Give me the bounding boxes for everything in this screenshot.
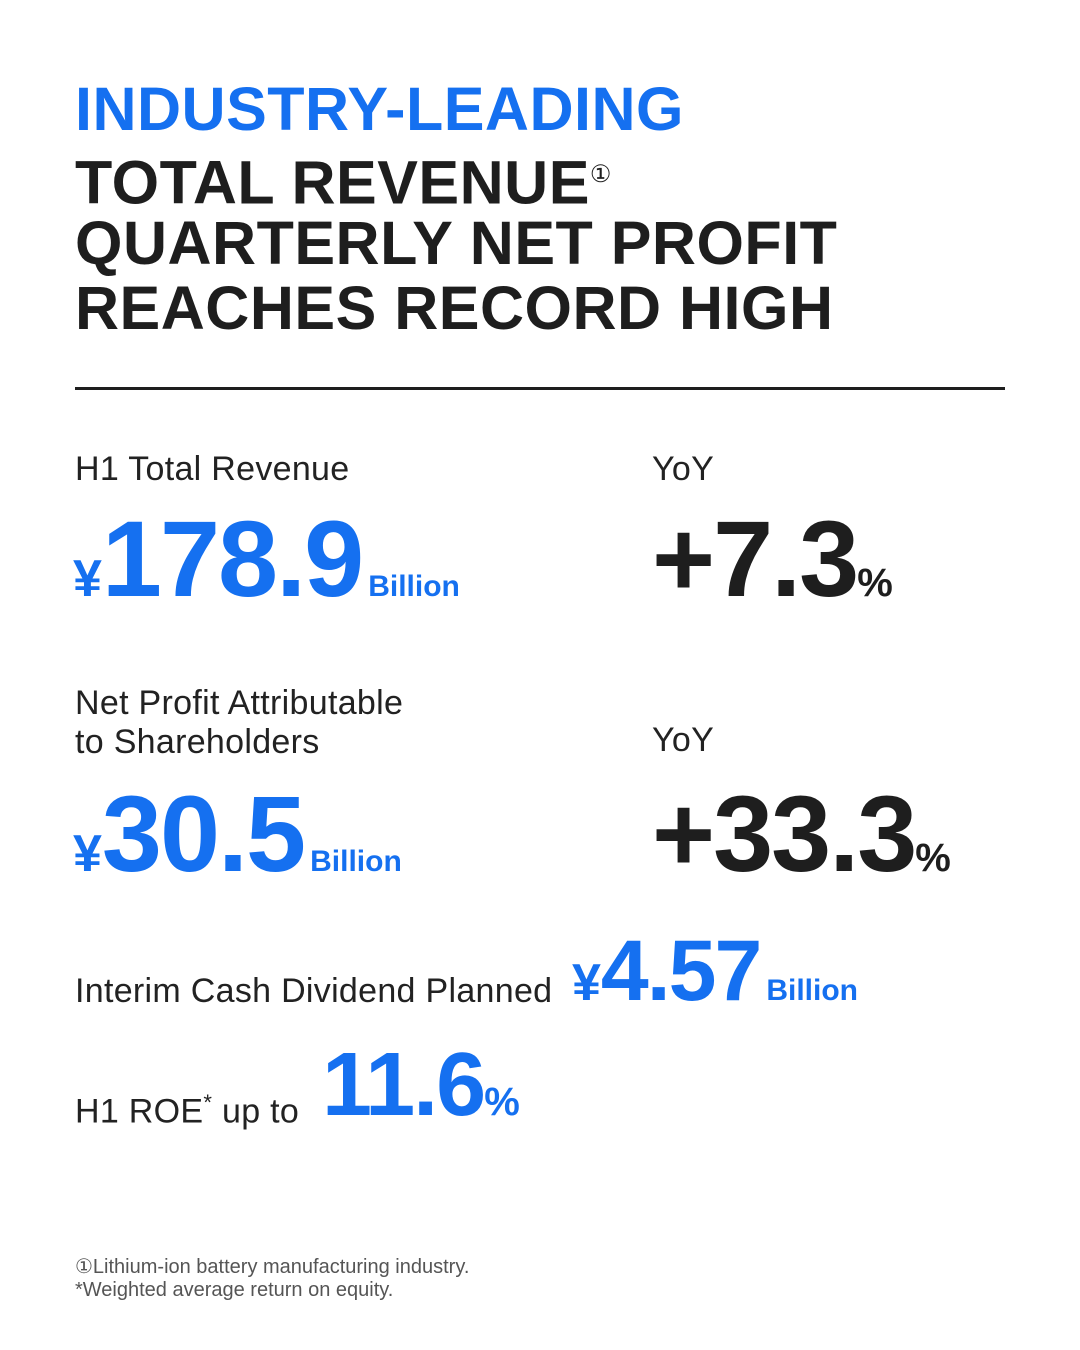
dividend-unit: Billion [766, 974, 858, 1007]
net-profit-yoy-label: YoY [652, 721, 715, 759]
revenue-yoy-unit: % [857, 561, 893, 605]
revenue-unit: Billion [368, 570, 460, 603]
headline-line-2-text: TOTAL REVENUE [75, 148, 590, 217]
footnote-2: *Weighted average return on equity. [75, 1279, 394, 1301]
footnote-mark: ① [589, 161, 612, 188]
revenue-number: 178.9 [101, 498, 364, 619]
net-profit-yoy-value: +33.3% [652, 780, 951, 888]
net-profit-yoy-unit: % [915, 836, 951, 880]
net-profit-label-line-1: Net Profit Attributable [75, 684, 404, 722]
dividend-number: 4.57 [600, 923, 762, 1019]
headline-line-3: QUARTERLY NET PROFIT [75, 209, 838, 277]
roe-asterisk: * [203, 1090, 213, 1115]
yen-symbol: ¥ [73, 825, 102, 883]
net-profit-unit: Billion [310, 845, 402, 878]
revenue-yoy-number: +7.3 [652, 498, 859, 619]
net-profit-number: 30.5 [101, 773, 306, 894]
revenue-yoy-label: YoY [652, 450, 715, 488]
roe-unit: % [484, 1080, 520, 1124]
yen-symbol: ¥ [572, 954, 601, 1012]
net-profit-value: ¥30.5 Billion [73, 780, 402, 888]
dividend-label: Interim Cash Dividend Planned [75, 972, 553, 1010]
roe-value: 11.6% [322, 1040, 520, 1130]
roe-label: H1 ROE* up to [75, 1083, 299, 1131]
revenue-yoy-value: +7.3% [652, 505, 893, 613]
yen-symbol: ¥ [73, 550, 102, 608]
net-profit-label-line-2: to Shareholders [75, 723, 320, 761]
dividend-value: ¥4.57 Billion [572, 928, 858, 1014]
roe-label-prefix: H1 ROE [75, 1092, 204, 1131]
headline-line-1: INDUSTRY-LEADING [75, 75, 684, 143]
revenue-value: ¥178.9 Billion [73, 505, 460, 613]
headline-line-2: TOTAL REVENUE① [75, 142, 612, 215]
revenue-label: H1 Total Revenue [75, 450, 350, 488]
net-profit-yoy-number: +33.3 [652, 773, 917, 894]
footnote-1: ①Lithium-ion battery manufacturing indus… [75, 1256, 470, 1278]
headline-line-4: REACHES RECORD HIGH [75, 274, 834, 342]
roe-label-suffix: up to [222, 1092, 300, 1131]
roe-number: 11.6 [322, 1035, 486, 1135]
divider [75, 387, 1005, 390]
